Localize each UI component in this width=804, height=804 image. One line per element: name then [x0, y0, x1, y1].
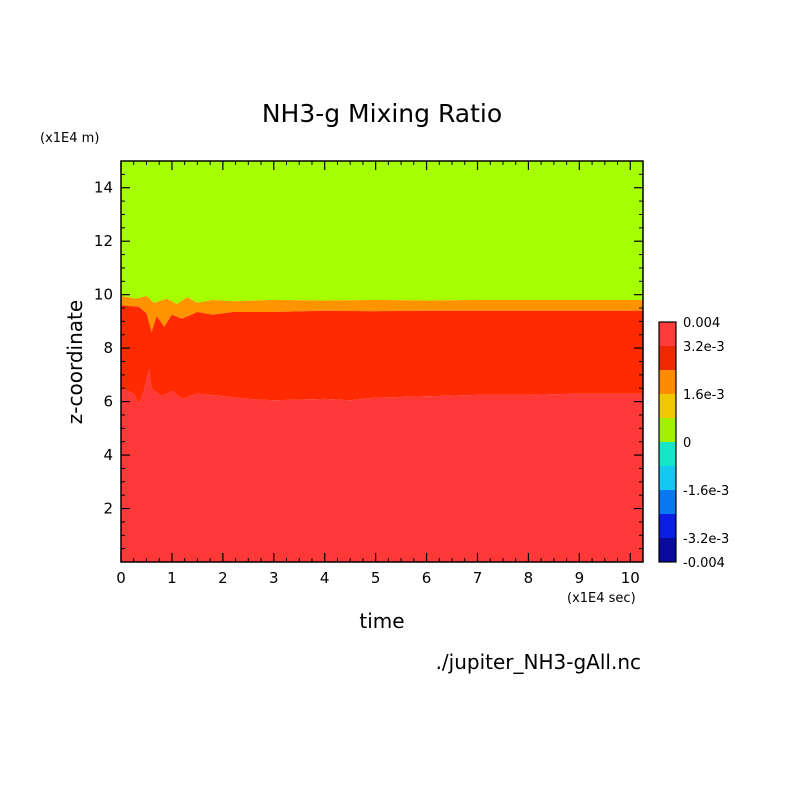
y-axis-label: z-coordinate — [63, 300, 87, 424]
colorbar-segment — [659, 514, 676, 538]
colorbar-tick-label: 0.004 — [683, 316, 720, 331]
colorbar-segment — [659, 442, 676, 466]
y-tick-label: 6 — [103, 393, 113, 411]
colorbar-segment — [659, 370, 676, 394]
colorbar-segment — [659, 394, 676, 418]
y-tick-label: 4 — [103, 446, 113, 464]
x-tick-label: 2 — [218, 569, 228, 587]
x-tick-label: 10 — [621, 569, 640, 587]
y-tick-label: 2 — [103, 500, 113, 518]
colorbar-segment — [659, 418, 676, 442]
colorbar-tick-label: 0 — [683, 436, 691, 451]
colorbar-segment — [659, 490, 676, 514]
y-tick-label: 10 — [94, 286, 113, 304]
x-tick-label: 9 — [575, 569, 585, 587]
y-tick-label: 14 — [94, 179, 113, 197]
colorbar-segment — [659, 538, 676, 562]
colorbar-segment — [659, 322, 676, 346]
colorbar-segment — [659, 466, 676, 490]
contour-layer-lower — [121, 369, 643, 562]
colorbar-tick-label: 3.2e-3 — [683, 340, 725, 355]
x-tick-label: 4 — [320, 569, 330, 587]
source-file-label: ./jupiter_NH3-gAll.nc — [436, 650, 641, 674]
colorbar-tick-label: -3.2e-3 — [683, 532, 729, 547]
x-tick-label: 7 — [473, 569, 483, 587]
y-unit-label: (x1E4 m) — [40, 131, 99, 146]
contour-layer-upper — [121, 161, 643, 304]
chart-title: NH3-g Mixing Ratio — [262, 99, 502, 128]
x-tick-label: 5 — [371, 569, 381, 587]
x-tick-label: 3 — [269, 569, 279, 587]
colorbar-frame — [658, 321, 677, 563]
y-tick-label: 8 — [103, 339, 113, 357]
contour-layer-middle — [121, 305, 643, 405]
y-tick-label: 12 — [94, 232, 113, 250]
x-tick-label: 8 — [524, 569, 534, 587]
colorbar-tick-label: 1.6e-3 — [683, 388, 725, 403]
x-unit-label: (x1E4 sec) — [567, 591, 636, 606]
x-axis: 0 1 2 3 4 5 6 7 8 9 10 — [116, 161, 644, 587]
colorbar-segment — [659, 346, 676, 370]
contour-fills — [121, 161, 643, 562]
x-tick-label: 6 — [422, 569, 432, 587]
x-tick-label: 0 — [116, 569, 126, 587]
y-axis: 2 4 6 8 10 12 14 — [94, 173, 643, 550]
contour-layer-transition — [121, 296, 643, 333]
colorbar-tick-label: -1.6e-3 — [683, 484, 729, 499]
x-tick-label: 1 — [167, 569, 177, 587]
x-axis-label: time — [359, 609, 404, 633]
colorbar-tick-label: -0.004 — [683, 556, 725, 571]
colorbar: 0.004 3.2e-3 1.6e-3 0 -1.6e-3 -3.2e-3 -0.004 — [658, 316, 729, 571]
